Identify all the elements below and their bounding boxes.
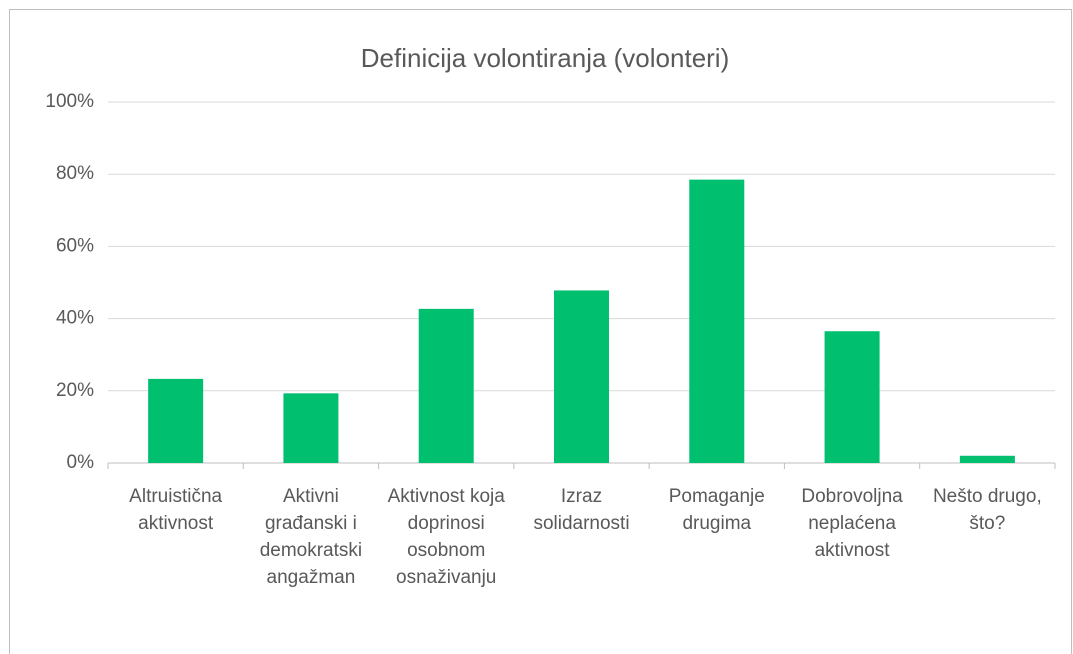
chart-title: Definicija volontiranja (volonteri) — [361, 43, 730, 73]
x-tick-label: Pomaganje drugima — [668, 486, 765, 534]
x-tick-label: Dobrovoljna neplaćena aktivnost — [801, 486, 903, 561]
bar — [283, 393, 339, 463]
bar — [824, 331, 880, 463]
y-tick-label: 60% — [56, 235, 94, 256]
bar — [418, 308, 474, 463]
chart-border — [9, 9, 1072, 654]
y-tick-label: 20% — [56, 380, 94, 401]
bar — [689, 179, 745, 464]
x-tick-label: Izraz solidarnosti — [533, 486, 630, 534]
x-tick-label: Altruistična aktivnost — [129, 486, 223, 534]
y-tick-label: 100% — [45, 91, 94, 112]
x-tick-label: Aktivnost koja doprinosi osobnom osnaživ… — [387, 486, 505, 588]
bar — [148, 378, 204, 463]
x-tick-label: Aktivni građanski i demokratski angažman — [259, 486, 363, 588]
y-tick-label: 80% — [56, 163, 94, 184]
bar — [959, 455, 1015, 463]
y-tick-label: 40% — [56, 308, 94, 329]
x-tick-label: Nešto drugo, što? — [932, 486, 1042, 534]
bar — [554, 290, 609, 463]
y-tick-label: 0% — [67, 452, 95, 473]
